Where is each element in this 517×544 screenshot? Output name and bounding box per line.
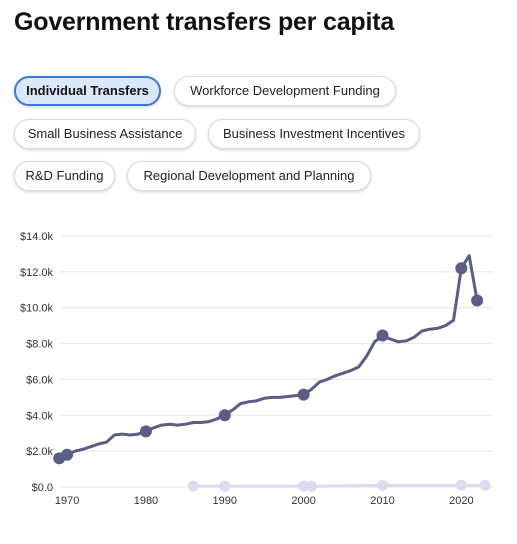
x-axis-ticks: 1970 1980 1990 2000 2010 2020 xyxy=(55,495,474,507)
tab-individual-transfers[interactable]: Individual Transfers xyxy=(14,76,161,106)
series-main-point xyxy=(61,448,74,461)
y-tick-label: $10.0k xyxy=(20,303,54,315)
y-tick-label: $8.0k xyxy=(26,339,53,351)
y-tick-label: $2.0k xyxy=(26,446,53,458)
gridlines xyxy=(60,235,493,488)
page-title: Government transfers per capita xyxy=(14,8,395,36)
x-tick-label: 1990 xyxy=(213,495,237,507)
tab-business-investment-incentives[interactable]: Business Investment Incentives xyxy=(208,119,420,149)
x-tick-label: 2000 xyxy=(291,495,315,507)
line-chart: $0.0 $2.0k $4.0k $6.0k $8.0k $10.0k $12.0k $14.… xyxy=(20,231,493,507)
y-tick-label: $6.0k xyxy=(26,374,53,386)
series-faded-point xyxy=(376,479,388,491)
series-main-point xyxy=(139,425,152,438)
y-tick-label: $14.0k xyxy=(20,231,54,243)
y-axis-ticks: $0.0 $2.0k $4.0k $6.0k $8.0k $10.0k $12.0k $14.… xyxy=(20,231,54,494)
series-faded-point xyxy=(479,479,491,491)
series-faded-point xyxy=(298,480,310,492)
series-main-line xyxy=(57,254,479,460)
series-faded-point xyxy=(219,480,231,492)
series-main-point xyxy=(297,388,310,401)
y-tick-label: $12.0k xyxy=(20,267,54,279)
series-faded-line xyxy=(191,483,487,488)
tab-workforce-development-funding[interactable]: Workforce Development Funding xyxy=(174,76,396,106)
series-layer xyxy=(53,254,491,492)
tab-regional-development-and-planning[interactable]: Regional Development and Planning xyxy=(127,161,371,191)
x-tick-label: 2010 xyxy=(370,495,394,507)
series-main-point xyxy=(376,329,389,342)
x-tick-label: 1970 xyxy=(55,495,79,507)
series-main-point xyxy=(471,294,484,307)
x-tick-label: 2020 xyxy=(449,495,473,507)
series-main-point xyxy=(455,262,468,275)
tab-rd-funding[interactable]: R&D Funding xyxy=(14,161,115,191)
tab-small-business-assistance[interactable]: Small Business Assistance xyxy=(14,119,196,149)
y-tick-label: $0.0 xyxy=(32,482,53,494)
series-faded-point xyxy=(306,480,318,492)
x-tick-label: 1980 xyxy=(134,495,158,507)
series-faded-point xyxy=(455,479,467,491)
y-tick-label: $4.0k xyxy=(26,410,53,422)
series-main-point xyxy=(218,409,231,422)
series-faded-point xyxy=(187,480,199,492)
